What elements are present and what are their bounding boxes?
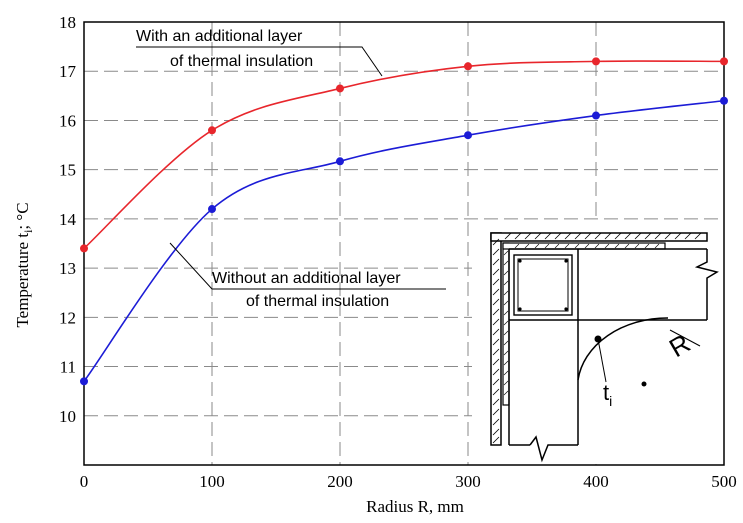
data-point-with-insulation bbox=[592, 57, 600, 66]
data-point-with-insulation bbox=[464, 62, 472, 71]
measurement-leader bbox=[597, 338, 607, 383]
data-point-with-insulation bbox=[720, 57, 728, 66]
data-point-with-insulation bbox=[208, 126, 216, 135]
y-axis-title-sub: i bbox=[21, 229, 35, 233]
radius-arc bbox=[577, 317, 669, 381]
additional-layer-vertical bbox=[502, 242, 510, 406]
annotation-without-insulation-line2: of thermal insulation bbox=[246, 293, 389, 310]
insulation-hatch bbox=[492, 232, 702, 444]
plot-frame bbox=[83, 21, 725, 466]
annotation-with-insulation: With an additional layer of thermal insu… bbox=[136, 28, 383, 77]
y-tick-label: 10 bbox=[59, 407, 76, 426]
data-point-with-insulation bbox=[80, 244, 88, 253]
x-tick-label: 100 bbox=[199, 472, 225, 491]
y-tick-label: 11 bbox=[60, 358, 76, 377]
data-point-without-insulation bbox=[592, 111, 600, 120]
annotation-with-insulation-leader bbox=[136, 46, 383, 77]
y-tick-label: 15 bbox=[59, 161, 76, 180]
tick-labels: 10 11 12 13 14 15 16 17 18 0 100 200 300 400 500 bbox=[59, 13, 737, 491]
data-point-without-insulation bbox=[208, 205, 216, 214]
data-point-without-insulation bbox=[464, 131, 472, 140]
insulation-horizontal bbox=[490, 232, 708, 242]
additional-layer-hatch bbox=[503, 243, 660, 396]
y-tick-label: 13 bbox=[59, 259, 76, 278]
annotation-without-insulation: Without an additional layer of thermal i… bbox=[169, 242, 446, 310]
data-point-without-insulation bbox=[336, 157, 344, 166]
temperature-point-label-main: t bbox=[603, 380, 609, 405]
y-tick-label: 17 bbox=[59, 62, 77, 81]
y-axis-title-unit: ; °C bbox=[13, 202, 32, 229]
y-axis-title: Temperature ti; °C bbox=[13, 202, 35, 327]
series-line-with-insulation bbox=[83, 60, 725, 250]
x-tick-label: 200 bbox=[327, 472, 353, 491]
radius-center-point bbox=[641, 381, 647, 387]
grid bbox=[84, 22, 724, 465]
x-tick-label: 300 bbox=[455, 472, 481, 491]
annotation-with-insulation-line1: With an additional layer bbox=[136, 28, 303, 45]
y-axis-title-main: Temperature t bbox=[13, 233, 32, 328]
data-point-without-insulation bbox=[720, 96, 728, 105]
series-layer bbox=[80, 57, 728, 386]
annotation-without-insulation-line1: Without an additional layer bbox=[212, 270, 401, 287]
column-outer bbox=[513, 254, 573, 316]
data-point-with-insulation bbox=[336, 84, 344, 93]
y-tick-label: 12 bbox=[59, 308, 76, 327]
radius-dimension bbox=[669, 329, 701, 347]
x-axis-title: Radius R, mm bbox=[366, 497, 464, 516]
x-tick-label: 500 bbox=[711, 472, 737, 491]
axes bbox=[83, 21, 725, 466]
y-tick-label: 14 bbox=[59, 210, 77, 229]
column-inner bbox=[517, 258, 569, 312]
series-line-without-insulation bbox=[83, 99, 725, 382]
x-tick-label: 0 bbox=[80, 472, 89, 491]
insulation-vertical bbox=[490, 232, 502, 446]
x-tick-label: 400 bbox=[583, 472, 609, 491]
annotation-without-insulation-leader bbox=[169, 242, 446, 290]
data-point-without-insulation bbox=[80, 377, 88, 386]
y-tick-label: 18 bbox=[59, 13, 76, 32]
inset-corner-diagram: R ti bbox=[472, 222, 722, 464]
annotation-with-insulation-line2: of thermal insulation bbox=[170, 53, 313, 70]
wall-lines bbox=[508, 248, 719, 463]
temperature-point-label: ti bbox=[603, 380, 612, 409]
temperature-point-label-sub: i bbox=[609, 393, 612, 409]
y-tick-label: 16 bbox=[59, 111, 76, 130]
